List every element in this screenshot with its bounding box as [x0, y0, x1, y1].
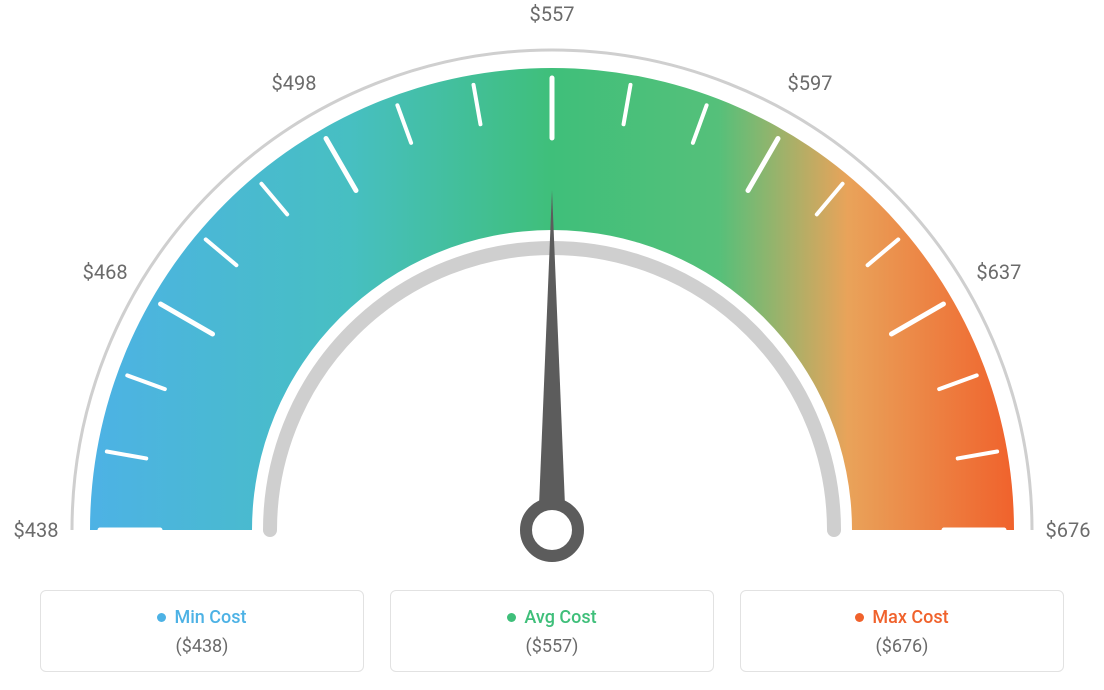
gauge-container: $438 $468 $498 $557 $597 $637 $676 [0, 0, 1104, 570]
legend-value-avg: ($557) [401, 636, 703, 657]
legend-title-max: Max Cost [855, 607, 948, 628]
legend-value-min: ($438) [51, 636, 353, 657]
legend-title-avg: Avg Cost [507, 607, 596, 628]
legend-title-min: Min Cost [157, 607, 246, 628]
legend-card-min: Min Cost ($438) [40, 590, 364, 672]
legend-label-min: Min Cost [174, 607, 246, 628]
legend-card-avg: Avg Cost ($557) [390, 590, 714, 672]
legend-label-max: Max Cost [872, 607, 948, 628]
legend-row: Min Cost ($438) Avg Cost ($557) Max Cost… [40, 590, 1064, 672]
gauge-tick-label: $676 [1046, 518, 1091, 542]
gauge-tick-label: $498 [272, 71, 317, 95]
gauge-tick-label: $597 [788, 71, 833, 95]
gauge-tick-label: $438 [14, 518, 59, 542]
legend-dot-avg [507, 613, 516, 622]
gauge-svg [0, 0, 1104, 570]
gauge-tick-label: $637 [976, 260, 1021, 284]
legend-dot-max [855, 613, 864, 622]
legend-dot-min [157, 613, 166, 622]
legend-card-max: Max Cost ($676) [740, 590, 1064, 672]
gauge-tick-label: $468 [83, 260, 128, 284]
legend-label-avg: Avg Cost [524, 607, 596, 628]
gauge-tick-label: $557 [530, 2, 575, 26]
legend-value-max: ($676) [751, 636, 1053, 657]
